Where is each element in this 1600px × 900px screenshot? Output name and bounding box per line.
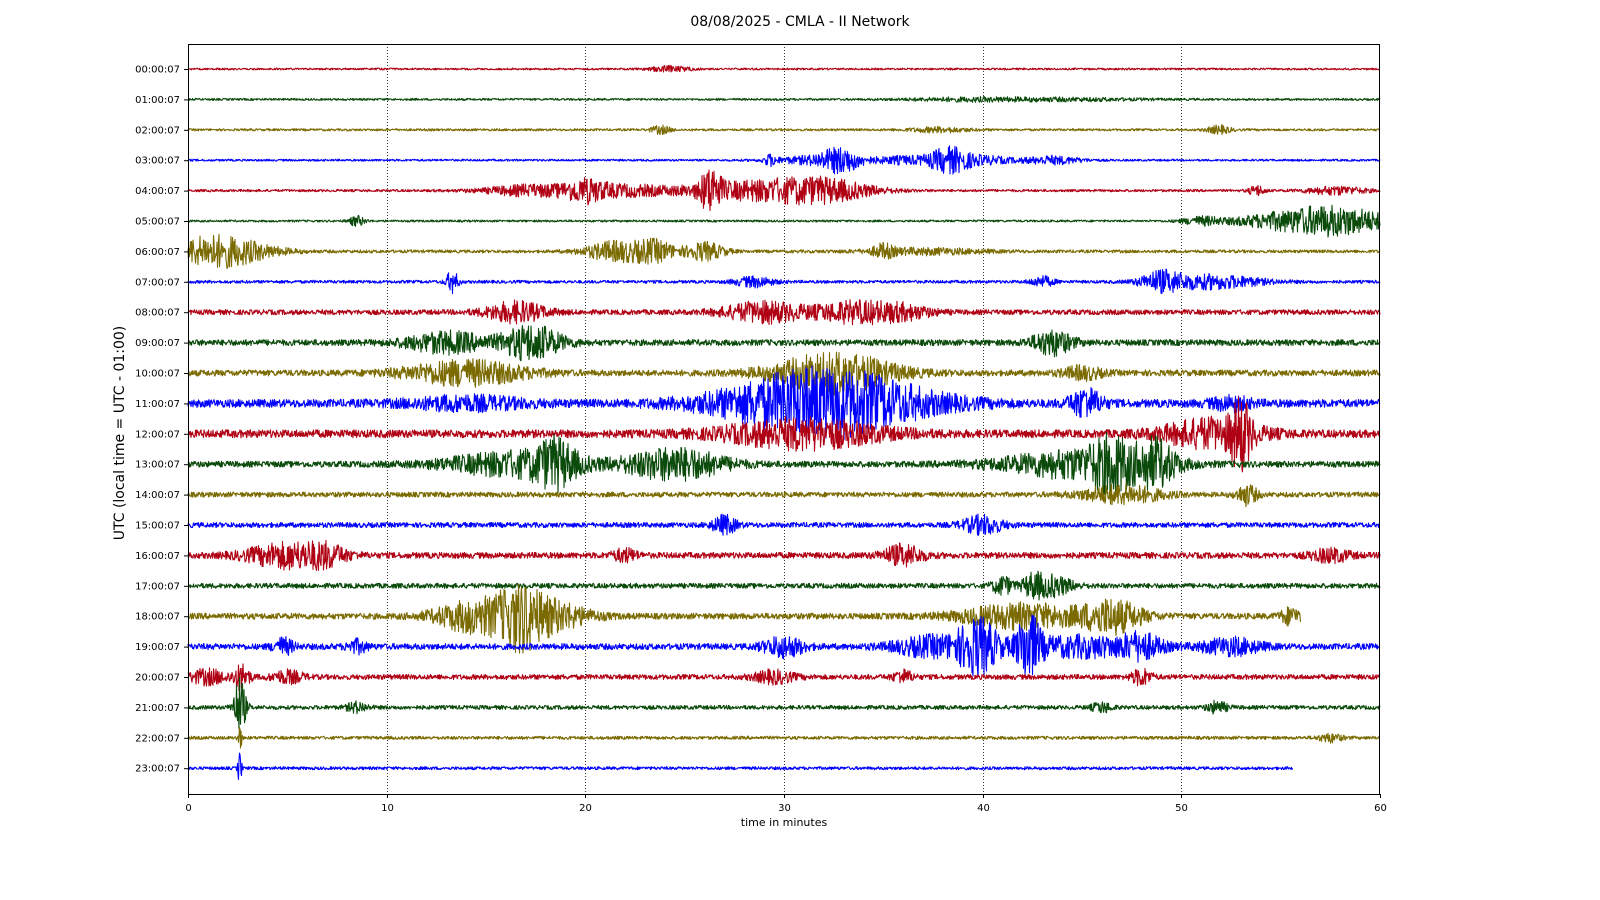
y-tick-label: 21:00:07	[135, 703, 180, 714]
trace-20-00-07	[187, 663, 1381, 692]
y-tick-label: 10:00:07	[135, 369, 180, 380]
trace-21-00-07	[187, 676, 1381, 730]
y-tick-label: 13:00:07	[135, 460, 180, 471]
y-tick-label: 05:00:07	[135, 217, 180, 228]
y-tick-label: 17:00:07	[135, 581, 180, 592]
plot-frame	[188, 44, 1380, 795]
x-tick-label: 40	[977, 803, 990, 814]
y-tick-label: 16:00:07	[135, 551, 180, 562]
x-tick-label: 0	[185, 803, 191, 814]
trace-11-00-07	[187, 365, 1381, 441]
y-tick-label: 04:00:07	[135, 186, 180, 197]
trace-17-00-07	[187, 570, 1381, 601]
trace-13-00-07	[187, 431, 1381, 496]
trace-06-00-07	[187, 233, 1381, 269]
trace-00-00-07	[187, 64, 1381, 73]
trace-14-00-07	[187, 482, 1381, 508]
x-tick-label: 50	[1175, 803, 1188, 814]
y-tick-label: 20:00:07	[135, 673, 180, 684]
y-tick-label: 01:00:07	[135, 95, 180, 106]
y-tick-label: 02:00:07	[135, 125, 180, 136]
x-tick-layer: 0 10 20 30 40 50 60	[185, 794, 1387, 814]
y-tick-label: 18:00:07	[135, 612, 180, 623]
trace-16-00-07	[187, 539, 1381, 571]
y-tick-label: 23:00:07	[135, 764, 180, 775]
trace-05-00-07	[187, 204, 1381, 238]
trace-19-00-07	[187, 614, 1381, 678]
y-tick-label: 03:00:07	[135, 156, 180, 167]
y-tick-label: 15:00:07	[135, 521, 180, 532]
trace-18-00-07	[187, 583, 1302, 654]
trace-15-00-07	[187, 513, 1381, 536]
trace-04-00-07	[187, 169, 1381, 212]
trace-02-00-07	[187, 124, 1381, 136]
trace-23-00-07	[187, 752, 1294, 780]
y-tick-label: 19:00:07	[135, 642, 180, 653]
y-tick-label: 09:00:07	[135, 338, 180, 349]
y-tick-label: 08:00:07	[135, 308, 180, 319]
trace-layer	[187, 64, 1381, 780]
trace-22-00-07	[187, 726, 1381, 749]
x-tick-label: 60	[1374, 803, 1387, 814]
trace-01-00-07	[187, 96, 1381, 103]
y-tick-label: 22:00:07	[135, 733, 180, 744]
trace-12-00-07	[187, 396, 1381, 473]
x-tick-label: 20	[579, 803, 592, 814]
y-tick-label: 14:00:07	[135, 490, 180, 501]
y-tick-label: 11:00:07	[135, 399, 180, 410]
trace-03-00-07	[187, 145, 1381, 175]
trace-08-00-07	[187, 299, 1381, 326]
y-tick-label: 06:00:07	[135, 247, 180, 258]
y-tick-label: 12:00:07	[135, 429, 180, 440]
chart-title: 08/08/2025 - CMLA - II Network	[690, 14, 910, 30]
y-tick-label: 07:00:07	[135, 277, 180, 288]
trace-10-00-07	[187, 351, 1381, 396]
x-tick-label: 30	[778, 803, 791, 814]
trace-09-00-07	[187, 324, 1381, 362]
x-tick-label: 10	[381, 803, 394, 814]
trace-07-00-07	[187, 268, 1381, 295]
y-tick-label: 00:00:07	[135, 65, 180, 76]
x-axis-label: time in minutes	[740, 816, 828, 829]
y-tick-layer: 00:00:07 01:00:07 02:00:07 03:00:07 04:00:07…	[135, 65, 188, 775]
